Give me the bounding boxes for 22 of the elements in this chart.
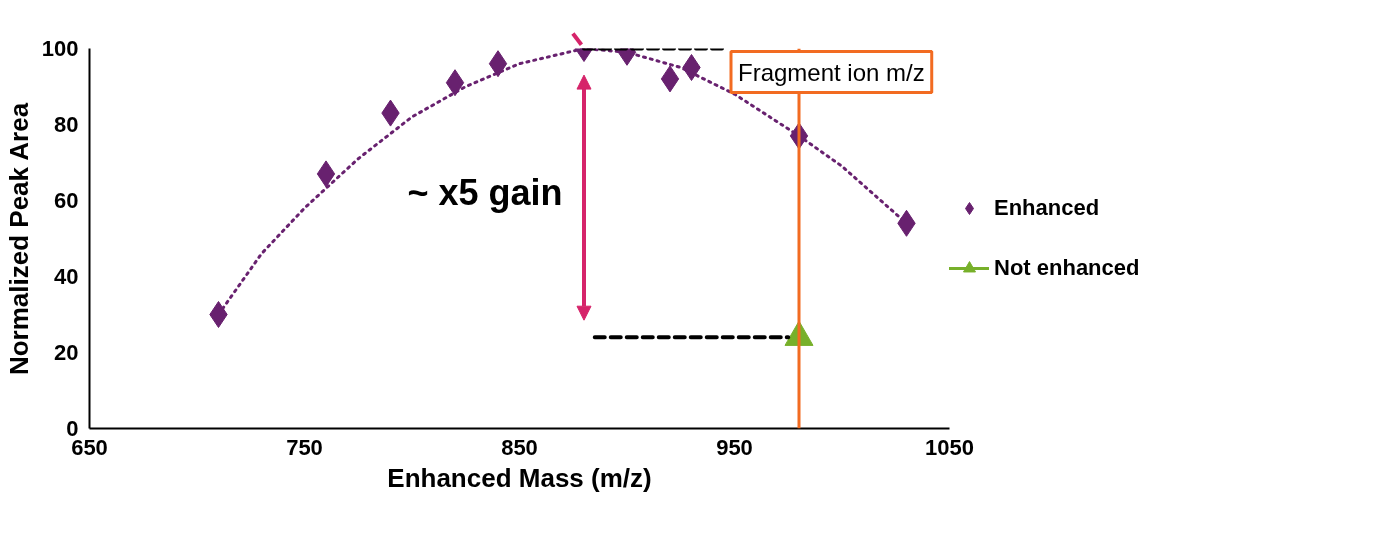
point <box>660 65 680 93</box>
y-axis-title: Normalized Peak Area <box>3 102 34 376</box>
y-tick-label: 60 <box>54 188 79 213</box>
x-tick-label: 950 <box>716 434 753 460</box>
legend-label: Enhanced <box>994 195 1100 221</box>
y-tick-label: 80 <box>54 112 79 137</box>
y-tick-label: 20 <box>54 340 79 365</box>
point <box>682 54 701 81</box>
x-tick-label: 850 <box>501 434 538 460</box>
point <box>488 50 508 78</box>
y-tick-label: 0 <box>66 416 79 441</box>
y-tick-label: 40 <box>54 264 79 289</box>
point <box>445 69 465 97</box>
ref-line-label: Fragment ion m/z <box>738 58 925 86</box>
point <box>209 301 228 328</box>
point <box>316 160 336 188</box>
y-tick-label: 100 <box>41 36 79 61</box>
x-tick-label: 750 <box>286 434 323 460</box>
legend-label: Not enhanced <box>994 255 1140 281</box>
x-tick-label: 1050 <box>925 434 974 460</box>
annotation: ~ x5 gain <box>407 172 563 214</box>
x-axis-title: Enhanced Mass (m/z) <box>387 462 652 493</box>
